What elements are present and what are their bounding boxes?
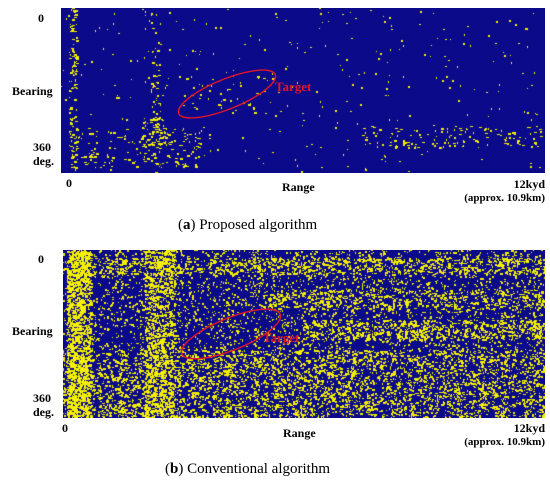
target-annotation-proposed: Target	[275, 79, 312, 94]
caption-letter-a: a	[183, 217, 191, 233]
target-annotation-conventional: Target	[263, 330, 300, 345]
range-start-label: 0	[62, 421, 68, 435]
caption-text-b: Conventional algorithm	[183, 461, 330, 477]
bearing-top-label: 0	[38, 11, 44, 25]
range-axis-label: Range	[282, 180, 315, 194]
bearing-axis-label: Bearing	[12, 324, 53, 338]
bearing-bottom-label: 360	[33, 391, 51, 405]
range-end-label: 12kyd	[513, 421, 545, 435]
range-axis-label: Range	[283, 426, 316, 440]
range-end-note: (approx. 10.9km)	[464, 436, 545, 448]
range-end-label: 12kyd	[513, 177, 545, 191]
bearing-top-label: 0	[38, 252, 44, 266]
caption-text-a: Proposed algorithm	[195, 217, 318, 233]
bearing-bottom-label: 360	[33, 140, 51, 154]
bearing-bottom-unit: deg.	[33, 405, 54, 419]
bearing-bottom-unit: deg.	[33, 154, 54, 168]
range-start-label: 0	[66, 176, 72, 190]
range-end-note: (approx. 10.9km)	[464, 192, 545, 204]
caption-letter-b: b	[170, 461, 179, 477]
detection-map-conventional	[63, 250, 545, 418]
caption-b: (b) Conventional algorithm	[165, 461, 330, 477]
sonar-panel-conventional: Target	[63, 250, 545, 418]
sonar-panel-proposed: Target	[61, 8, 545, 173]
target-ellipse-conventional	[180, 308, 282, 360]
bearing-axis-label: Bearing	[12, 84, 53, 98]
caption-a: (a) Proposed algorithm	[178, 217, 318, 233]
detection-map-proposed	[61, 8, 545, 173]
target-ellipse-proposed	[177, 69, 277, 119]
